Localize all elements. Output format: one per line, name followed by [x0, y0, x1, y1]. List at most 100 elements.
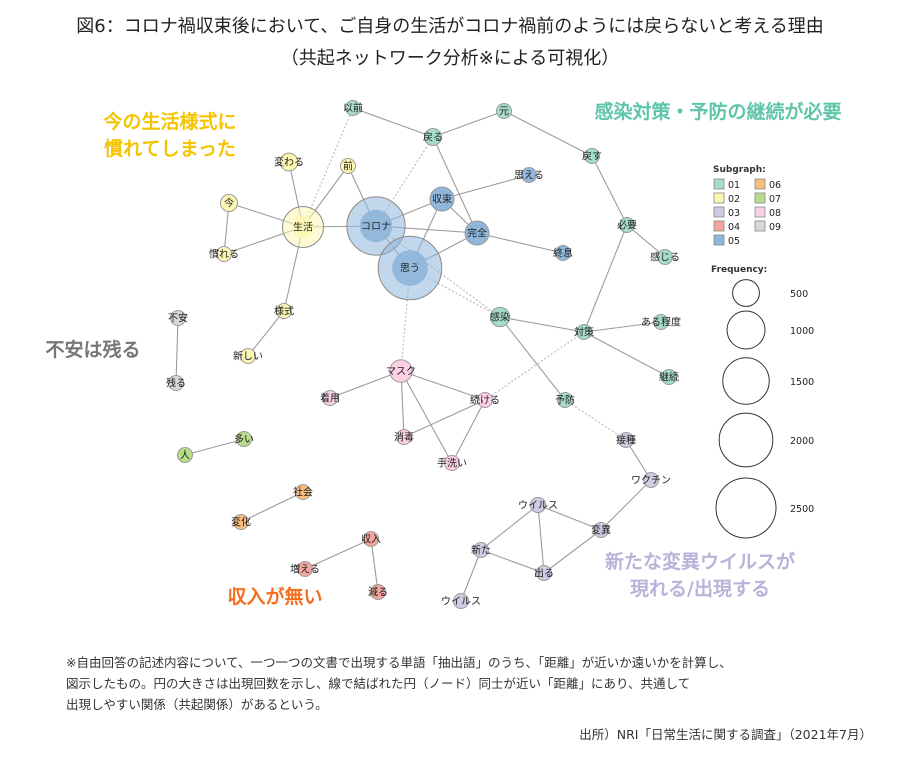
node-label: 不安: [168, 312, 188, 325]
node-label: 様式: [274, 305, 294, 318]
edge-shunyu-heru: [370, 538, 379, 593]
edge-tearai-tsuzukeru: [451, 399, 486, 464]
edge-kanzen-shusoku2: [476, 232, 564, 254]
node-tsuzukeru: 続ける: [470, 392, 500, 408]
edge-taisaku-arumeido: [583, 321, 662, 333]
node-tearai: 手洗い: [437, 455, 467, 471]
node-hito: 人: [177, 447, 193, 463]
edge-uirusu1-aratana: [480, 504, 539, 551]
legend-swatch-01: [713, 178, 725, 190]
edge-taisaku-keizoku: [583, 331, 670, 378]
node-kawaru: 変わる: [274, 152, 304, 172]
legend-swatch-04: [713, 220, 725, 232]
node-taisaku: 対策: [574, 324, 594, 340]
node-label: 増える: [290, 563, 320, 576]
node-label: 感染: [490, 311, 510, 324]
node-label: 慣れる: [209, 248, 239, 261]
node-label: 終息: [553, 247, 573, 260]
node-henka: 変化: [231, 514, 251, 530]
node-label: 手洗い: [437, 457, 467, 470]
node-modosu: 戻す: [582, 148, 602, 164]
legend-label-08: 08: [769, 208, 781, 219]
legend-size-label: 1500: [790, 377, 814, 388]
group-label-g2: 感染対策・予防の継続が必要: [594, 100, 841, 123]
node-heru: 減る: [368, 584, 388, 600]
edge-aratana-uirusu2: [460, 549, 482, 602]
node-label: 新た: [471, 544, 491, 557]
node-shusoku2: 終息: [553, 245, 573, 261]
edge-hito-ooi: [184, 438, 245, 456]
edge-yoshiki-atarashii: [247, 310, 285, 357]
edge-uirusu1-deru: [537, 504, 545, 574]
edge-yobou-sesshu: [564, 399, 627, 441]
edge-hitsuyou-kanjiru: [626, 224, 666, 258]
node-label: ワクチン: [631, 475, 671, 487]
footnote-line: ※自由回答の記述内容について、一つ一つの文書で出現する単語「抽出語」のうち、「距…: [66, 655, 732, 670]
edge-shunyu-fueru: [304, 538, 372, 570]
footnote-line: 図示したもの。円の大きさは出現回数を示し、線で結ばれた円（ノード）同士が近い「距…: [66, 676, 691, 691]
node-yoshiki: 様式: [274, 303, 294, 319]
legend-size-label: 2000: [790, 436, 814, 447]
edge-masuku-tsuzukeru: [400, 370, 486, 401]
node-shusoku: 収束: [429, 186, 455, 212]
node-label: ウイルス: [441, 596, 481, 608]
node-moto: 元: [496, 103, 512, 119]
edge-shusoku-omoeru: [441, 174, 530, 200]
node-aratana: 新た: [471, 542, 491, 558]
legend-label-07: 07: [769, 194, 781, 205]
legend-swatch-08: [754, 206, 766, 218]
node-label: 前: [343, 160, 353, 173]
node-label: 減る: [368, 586, 388, 599]
edge-hitsuyou-taisaku: [583, 224, 628, 333]
node-fuan: 不安: [168, 310, 188, 326]
legend-swatch-07: [754, 192, 766, 204]
node-label: 生活: [293, 221, 313, 234]
node-wakuchin: ワクチン: [631, 472, 671, 488]
node-fueru: 増える: [290, 561, 320, 577]
edge-uirusu1-henni: [537, 504, 602, 531]
legend-subgraph-title: Subgraph:: [713, 165, 766, 175]
node-ooi: 多い: [234, 431, 254, 447]
edge-izen-modoru: [352, 107, 434, 138]
node-label: 予防: [555, 394, 575, 407]
edge-modosu-hitsuyou: [591, 155, 628, 226]
node-label: 完全: [467, 227, 487, 240]
edge-kansen-yobou: [499, 316, 566, 401]
edge-henni-deru: [543, 529, 602, 574]
figure-subtitle: （共起ネットワーク分析※による可視化）: [280, 48, 620, 69]
legend-size-label: 2500: [790, 504, 814, 515]
footnote-line: 出現しやすい関係（共起関係）があるという。: [66, 697, 328, 712]
node-label: 収束: [432, 194, 452, 206]
legend-size-1000: [726, 310, 766, 350]
edge-layer: [175, 107, 670, 602]
node-atarashii: 新しい: [233, 348, 263, 364]
figure-title: 図6：コロナ禍収束後において、ご自身の生活がコロナ禍前のようには戻らないと考える…: [76, 16, 824, 37]
edge-moto-modosu: [503, 110, 593, 157]
node-label: 続ける: [470, 394, 500, 407]
node-label: 戻る: [423, 131, 443, 144]
node-kanjiru: 感じる: [650, 249, 680, 265]
node-seikatsu: 生活: [282, 206, 324, 248]
edge-shakai-henka: [240, 491, 304, 523]
node-label: ある程度: [641, 316, 681, 329]
node-izen: 以前: [343, 100, 363, 116]
node-ima: 今: [220, 194, 238, 212]
legend-label-02: 02: [728, 194, 740, 205]
node-uirusu1: ウイルス: [518, 496, 558, 514]
edge-kansen-taisaku: [499, 316, 585, 333]
edge-izen-seikatsu: [302, 107, 354, 228]
legend-label-09: 09: [769, 222, 781, 233]
node-label: マスク: [386, 366, 416, 378]
node-label: 変異: [591, 524, 611, 537]
node-label: 対策: [574, 326, 594, 339]
node-label: 新しい: [233, 350, 263, 363]
node-label: 必要: [617, 219, 637, 232]
node-label: 今: [224, 197, 234, 210]
node-shunyu: 収入: [361, 531, 381, 547]
node-arumeido: ある程度: [641, 314, 681, 330]
node-label: 着用: [320, 392, 340, 405]
legend-swatch-06: [754, 178, 766, 190]
node-kansen: 感染: [489, 306, 511, 328]
node-sesshu: 接種: [616, 432, 636, 448]
